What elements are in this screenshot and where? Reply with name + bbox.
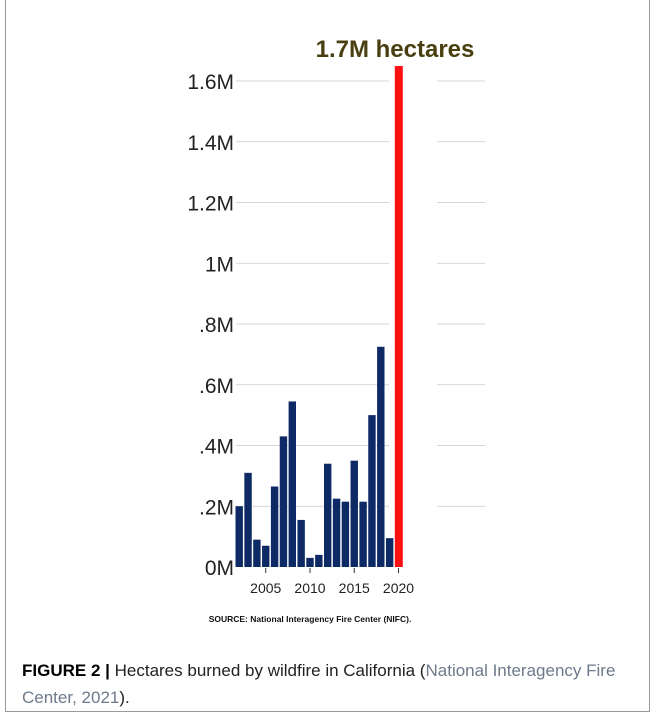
bar-2011 <box>315 554 323 567</box>
bar-2009 <box>297 519 305 567</box>
y-tick-label: 1M <box>205 253 234 276</box>
y-tick-label: 0M <box>205 557 234 580</box>
bar-2008 <box>288 401 296 567</box>
highlight-annotation: 1.7M hectares <box>316 36 475 63</box>
x-tick-label: 2020 <box>383 580 414 596</box>
y-tick-label: .6M <box>199 375 234 398</box>
y-tick-label: .8M <box>199 314 234 337</box>
bar-2007 <box>279 436 288 567</box>
y-tick-label: 1.2M <box>187 193 234 216</box>
bar-2013 <box>332 498 341 567</box>
bar-2016 <box>359 501 367 567</box>
x-tick-label: 2015 <box>339 580 370 596</box>
bar-2003 <box>244 472 252 567</box>
bar-2010 <box>306 557 314 567</box>
bar-2004 <box>253 539 261 567</box>
bar-2002 <box>235 506 243 567</box>
y-tick-label: 1.4M <box>187 132 234 155</box>
chart-source: SOURCE: National Interagency Fire Center… <box>209 614 412 624</box>
bar-2017 <box>368 415 376 567</box>
bar-chart: 0M .2M .4M .6M .8M 1M 1.2M 1.4M 1.6M 2005 2010 2015… <box>187 36 485 624</box>
y-tick-label: 1.6M <box>187 71 234 94</box>
bar-2018 <box>377 346 385 567</box>
caption-tail: ). <box>119 688 130 707</box>
x-tick-label: 2010 <box>294 580 325 596</box>
caption-reference-link[interactable]: National Interagency Fire Center, 2021 <box>22 661 616 707</box>
bar-2020 <box>394 66 403 567</box>
bar-2014 <box>341 501 350 567</box>
figure-caption: FIGURE 2 | Hectares burned by wildfire i… <box>22 657 637 711</box>
bar-2005 <box>262 545 270 567</box>
caption-label: FIGURE 2 | <box>22 661 110 680</box>
x-tick-label: 2005 <box>250 580 281 596</box>
bar-2019 <box>385 538 394 567</box>
bar-2015 <box>350 460 358 567</box>
y-tick-label: .4M <box>199 436 234 459</box>
bar-2006 <box>270 486 279 567</box>
caption-text: Hectares burned by wildfire in Californi… <box>109 661 426 680</box>
bar-2012 <box>324 463 332 567</box>
y-tick-label: .2M <box>199 496 234 519</box>
figure-frame <box>5 0 650 712</box>
